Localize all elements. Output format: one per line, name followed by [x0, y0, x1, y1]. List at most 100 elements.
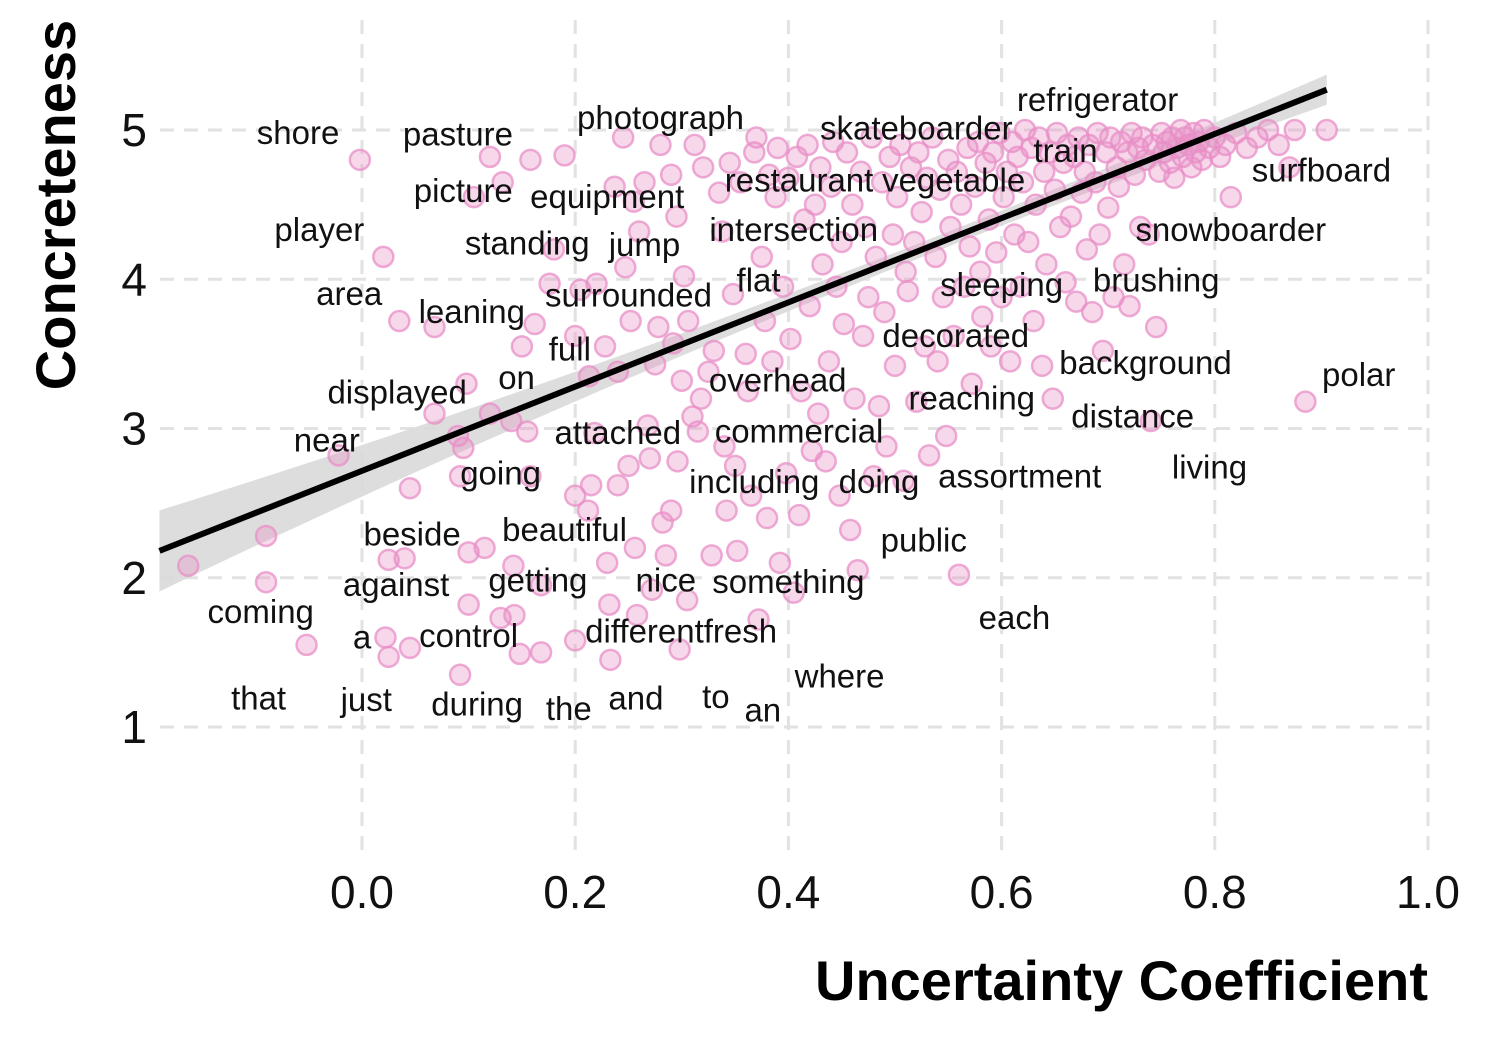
x-tick-label: 0.6 — [970, 866, 1034, 918]
word-label: coming — [208, 593, 314, 630]
x-tick-label: 0.4 — [756, 866, 820, 918]
data-point — [736, 379, 760, 403]
data-point — [1054, 270, 1077, 294]
data-point — [595, 551, 619, 575]
word-label: background — [1059, 344, 1231, 381]
word-label: player — [274, 211, 364, 248]
data-point — [881, 223, 905, 246]
data-point — [771, 275, 795, 298]
x-tick-label: 0.8 — [1183, 866, 1247, 918]
word-label: where — [794, 657, 885, 694]
data-point — [377, 645, 400, 669]
data-point — [478, 145, 502, 169]
word-label: picture — [414, 172, 513, 209]
data-point — [254, 524, 278, 548]
y-tick-label: 5 — [121, 104, 147, 156]
data-point — [1112, 253, 1136, 276]
data-point — [711, 220, 734, 243]
data-point — [817, 350, 841, 373]
data-point — [998, 350, 1022, 373]
data-point — [659, 499, 683, 522]
data-point — [523, 312, 546, 336]
data-point — [843, 387, 866, 410]
data-point — [1017, 230, 1040, 254]
data-point — [455, 372, 478, 395]
data-point — [806, 402, 830, 425]
x-tick-label: 1.0 — [1396, 866, 1460, 918]
word-label: jump — [608, 226, 681, 263]
word-labels: shore pasture photograph skateboarderrefrig… — [208, 81, 1396, 728]
data-point — [529, 641, 553, 664]
word-label: just — [340, 681, 392, 718]
word-label: during — [431, 686, 523, 723]
word-label: attached — [555, 414, 682, 451]
data-point — [1086, 121, 1109, 145]
data-point — [1011, 170, 1035, 194]
word-label: polar — [1322, 356, 1395, 393]
data-point — [398, 476, 422, 500]
data-point — [603, 175, 626, 198]
data-point — [665, 205, 688, 228]
word-label: commercial — [715, 412, 884, 449]
data-point — [1030, 354, 1054, 378]
data-point — [1075, 238, 1099, 261]
word-label: displayed — [327, 374, 466, 411]
data-point — [503, 603, 526, 627]
word-label: restaurant — [725, 162, 874, 199]
word-label: going — [460, 454, 541, 491]
data-point — [576, 499, 600, 522]
data-point — [627, 220, 651, 243]
data-point — [1107, 175, 1131, 198]
word-label: full — [549, 330, 591, 367]
data-point — [819, 175, 843, 198]
data-point — [761, 350, 784, 373]
word-label: surrounded — [545, 277, 712, 314]
data-point — [945, 160, 969, 184]
data-point — [1059, 205, 1083, 228]
data-point — [659, 163, 683, 187]
word-label: shore — [257, 114, 340, 151]
data-point — [849, 160, 873, 184]
data-point — [851, 324, 875, 348]
word-label: and — [608, 680, 663, 717]
word-label: flat — [737, 262, 781, 299]
data-point — [830, 230, 853, 254]
data-point — [896, 279, 920, 303]
data-point — [715, 499, 738, 522]
word-label: train — [1033, 132, 1097, 169]
data-point — [894, 260, 917, 284]
data-point — [1163, 166, 1186, 190]
data-point — [348, 148, 372, 172]
data-point — [254, 570, 278, 594]
data-point — [838, 518, 862, 542]
data-point — [372, 245, 395, 269]
data-point — [638, 447, 662, 470]
x-tick-label: 0.0 — [330, 866, 394, 918]
data-point — [846, 559, 869, 582]
data-point — [971, 305, 994, 328]
data-point — [686, 420, 710, 443]
data-point — [1088, 223, 1111, 246]
word-label: refrigerator — [1017, 81, 1178, 118]
data-point — [860, 126, 883, 149]
x-tick-label: 0.2 — [543, 866, 607, 918]
data-point — [1041, 387, 1065, 410]
data-point — [529, 573, 553, 597]
data-point — [814, 450, 837, 473]
data-point — [611, 126, 635, 149]
data-point — [1144, 315, 1168, 339]
word-label: brushing — [1093, 262, 1220, 299]
data-point — [295, 633, 318, 657]
data-point — [966, 130, 990, 154]
data-point — [745, 126, 768, 149]
data-point — [907, 141, 930, 164]
data-point — [969, 260, 992, 284]
data-point — [862, 465, 885, 488]
data-point — [647, 315, 670, 339]
data-point — [1137, 223, 1160, 246]
data-point — [1022, 309, 1045, 333]
data-point — [585, 272, 608, 295]
data-point — [510, 335, 534, 358]
word-label: leaning — [419, 293, 525, 330]
word-label: vegetable — [882, 162, 1025, 199]
